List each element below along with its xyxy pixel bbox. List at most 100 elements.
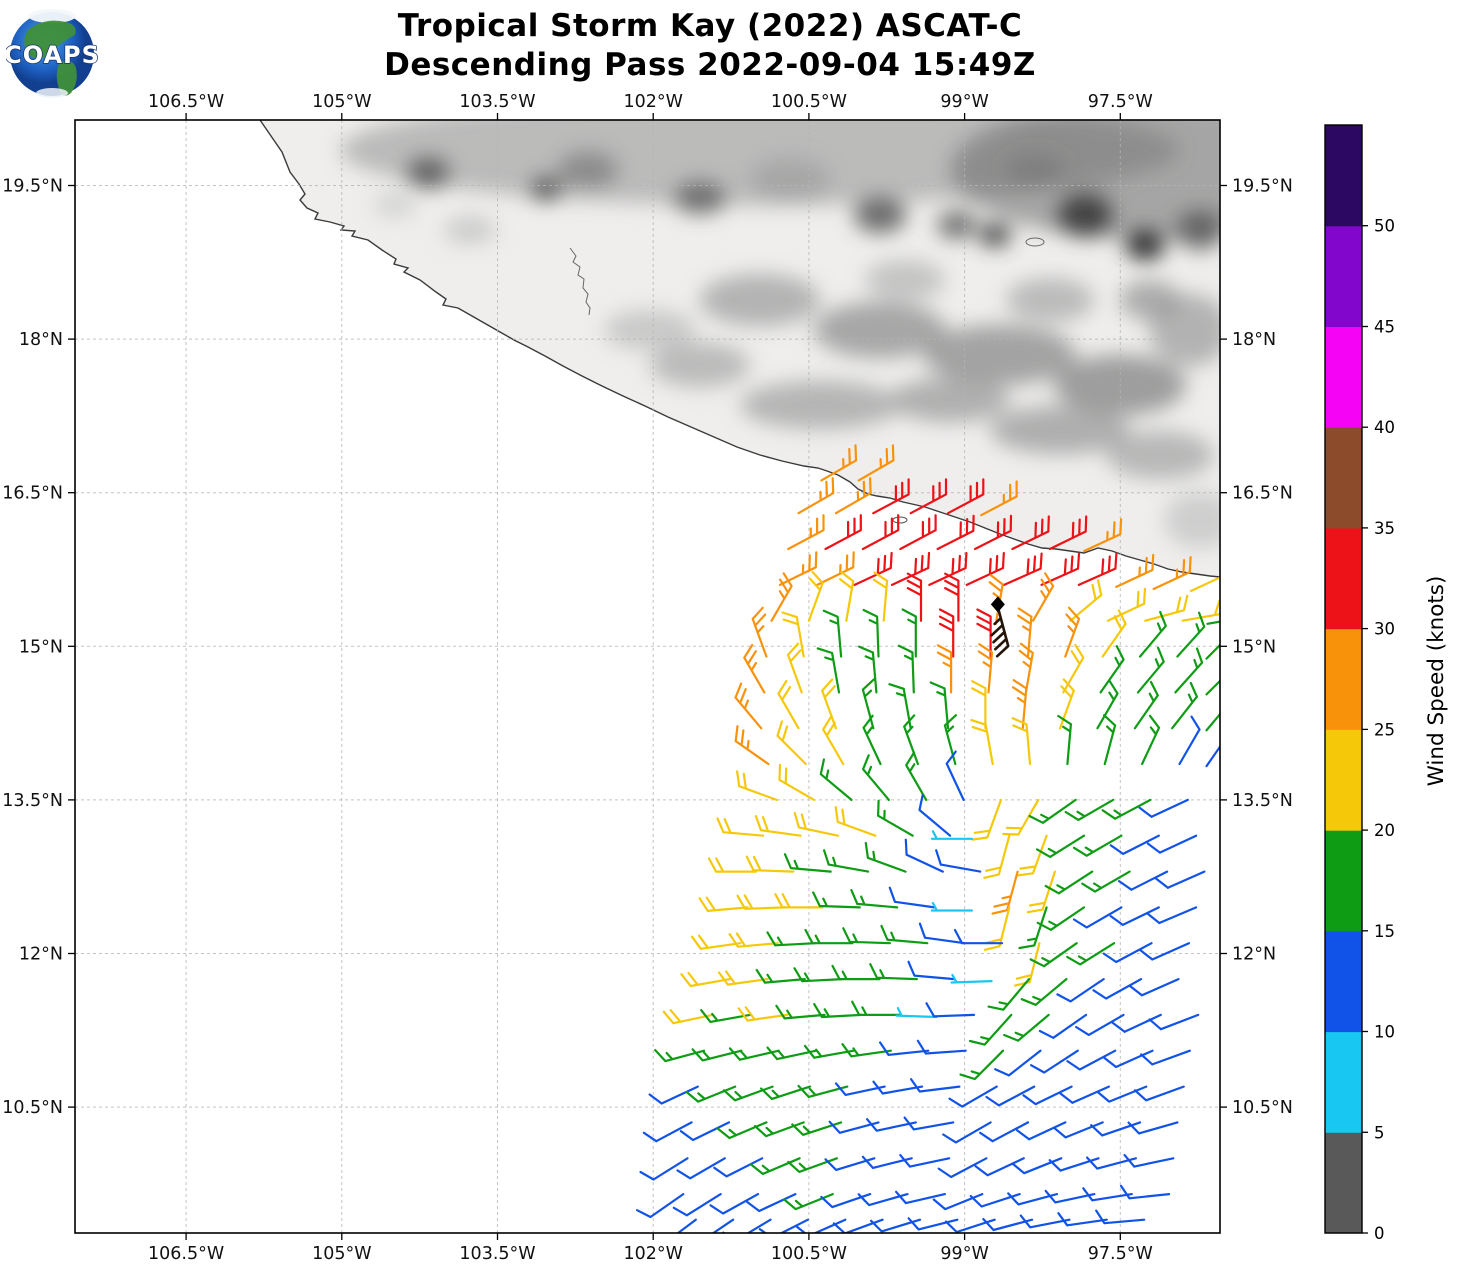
wind-barb	[736, 894, 787, 910]
lake-contour	[1025, 237, 1045, 247]
wind-barb	[722, 1085, 774, 1102]
wind-barb	[1106, 587, 1146, 622]
wind-barb	[745, 855, 795, 873]
wind-barb	[1036, 834, 1086, 858]
wind-barb	[783, 1193, 834, 1211]
lon-tick-label-top: 99°W	[940, 92, 988, 112]
wind-barb	[870, 1218, 922, 1233]
wind-barb	[758, 1218, 809, 1233]
wind-barb	[1139, 942, 1190, 961]
wind-barb	[1062, 643, 1085, 694]
colorbar-segment	[1325, 930, 1362, 1033]
wind-barb	[1148, 1013, 1200, 1031]
wind-barb	[925, 1002, 976, 1018]
wind-barb	[716, 1121, 768, 1140]
wind-barb	[648, 1085, 699, 1105]
wind-barb	[971, 798, 1003, 841]
lon-tick-label-top: 103.5°W	[459, 92, 535, 112]
wind-barb	[781, 611, 805, 658]
wind-barb	[795, 1218, 847, 1233]
wind-barb	[709, 1193, 760, 1215]
colorbar-tick-label: 50	[1374, 217, 1395, 236]
wind-barb	[1205, 643, 1220, 660]
axis-label-layer: 106.5°W 106.5°W 105°W 105°W 103.5°W 103.5°W 10…	[2, 92, 1293, 1264]
wind-barb	[1102, 942, 1153, 964]
wind-barb	[903, 1116, 955, 1131]
wind-barb	[973, 514, 1013, 551]
colorbar-tick-label: 35	[1374, 519, 1395, 538]
wind-barb	[1101, 609, 1127, 658]
wind-barb	[864, 841, 907, 873]
wind-barb	[907, 960, 956, 981]
wind-barb	[877, 799, 914, 837]
lat-tick-label-left: 12°N	[19, 945, 63, 965]
wind-barb	[935, 849, 982, 873]
wind-barb	[1138, 798, 1189, 818]
coaps-logo: COAPS	[6, 9, 98, 98]
wind-barb	[861, 514, 900, 551]
wind-barb	[736, 770, 778, 801]
colorbar-frame	[1324, 124, 1363, 1234]
wind-barb	[819, 758, 853, 801]
wind-barb	[691, 1048, 743, 1062]
wind-barb	[776, 720, 807, 766]
wind-barb	[685, 1085, 737, 1103]
wind-barb	[766, 931, 817, 947]
colorbar-tick-label: 20	[1374, 821, 1395, 840]
wind-barb	[1103, 714, 1117, 766]
wind-barb	[987, 978, 1031, 1011]
wind-barb	[1206, 620, 1220, 625]
lat-tick-label-right: 13.5°N	[1232, 791, 1293, 811]
wind-barb	[680, 971, 732, 988]
wind-barb	[938, 608, 955, 658]
wind-barb	[1016, 1121, 1067, 1141]
wind-barb	[821, 678, 837, 730]
wind-barb	[770, 572, 793, 622]
wind-barb	[1032, 572, 1055, 622]
wind-barb	[820, 1193, 872, 1209]
wind-barb	[977, 643, 994, 694]
lon-tick-label-bottom: 106.5°W	[148, 1244, 224, 1264]
wind-barb	[831, 964, 881, 981]
wind-barb	[797, 477, 835, 515]
wind-barb	[857, 444, 895, 482]
wind-barb	[1064, 798, 1115, 821]
wind-barb	[1082, 1187, 1133, 1202]
wind-barb	[1030, 1049, 1079, 1074]
wind-barb	[804, 928, 854, 945]
wind-barb	[679, 1121, 731, 1142]
wind-barb	[1152, 556, 1192, 591]
wind-barb	[717, 970, 769, 986]
colorbar-tick-label: 45	[1374, 318, 1395, 337]
wind-barb	[946, 478, 985, 515]
wind-barb	[1003, 1013, 1050, 1042]
wind-barb	[969, 1193, 1021, 1208]
lon-tick-label-bottom: 102°W	[623, 1244, 682, 1264]
colorbar-tick-label: 30	[1374, 620, 1395, 639]
wind-barb	[1146, 906, 1198, 925]
wind-barb	[1140, 1049, 1191, 1066]
wind-barb	[918, 922, 966, 945]
wind-barb	[1066, 1049, 1117, 1071]
lon-tick-label-top: 106.5°W	[148, 92, 224, 112]
wind-barb	[929, 681, 950, 730]
wind-barb	[932, 1193, 984, 1211]
wind-barb	[787, 1157, 838, 1173]
wind-barb	[1176, 611, 1206, 658]
wind-barb	[1066, 942, 1116, 966]
wind-barb	[991, 870, 1019, 915]
wind-barb	[728, 932, 779, 948]
wind-barb	[1064, 606, 1081, 658]
colorbar-segment	[1325, 1132, 1362, 1234]
wind-barb	[872, 478, 910, 515]
lat-tick-label-left: 16.5°N	[2, 484, 63, 504]
wind-barb	[812, 891, 861, 909]
wind-barb	[850, 889, 899, 909]
wind-barb	[1011, 679, 1028, 730]
wind-barb	[953, 928, 1004, 945]
wind-barb	[872, 571, 889, 622]
wind-barb	[743, 643, 766, 694]
wind-barb	[899, 514, 937, 551]
wind-barb	[945, 750, 965, 801]
